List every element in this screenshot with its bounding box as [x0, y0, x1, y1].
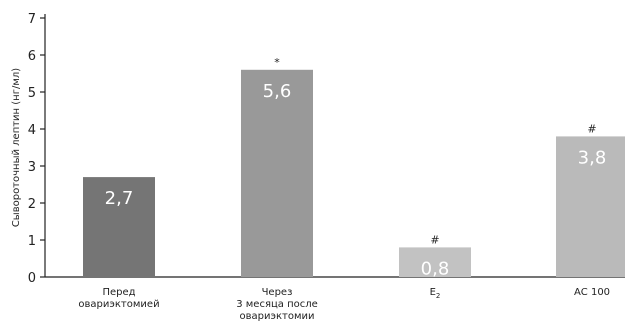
category-label: Через 3 месяца после овариэктомии — [236, 287, 318, 322]
bar — [83, 177, 155, 277]
category-label: АС 100 — [574, 287, 610, 298]
bar — [399, 247, 471, 277]
significance-marker: # — [587, 122, 596, 135]
significance-marker: # — [430, 233, 439, 246]
significance-marker: * — [274, 56, 280, 69]
value-label: 3,8 — [578, 147, 607, 168]
y-tick-label: 5 — [28, 86, 36, 101]
y-tick-label: 1 — [28, 234, 36, 249]
bar — [241, 69, 313, 277]
value-label: 5,6 — [263, 81, 292, 102]
y-tick-label: 7 — [28, 12, 36, 27]
category-label: Перед овариэктомией — [78, 287, 159, 310]
y-tick-label: 2 — [28, 197, 36, 212]
y-axis-title: Сывороточный лептин (нг/мл) — [11, 68, 22, 227]
category-label: E2 — [430, 287, 441, 300]
y-tick-label: 4 — [28, 123, 36, 138]
value-label: 2,7 — [105, 188, 134, 209]
y-tick-label: 3 — [28, 160, 36, 175]
value-label: 0,8 — [421, 258, 450, 279]
bar — [556, 136, 625, 277]
y-tick-label: 6 — [28, 49, 36, 64]
y-tick-label: 0 — [28, 271, 36, 286]
